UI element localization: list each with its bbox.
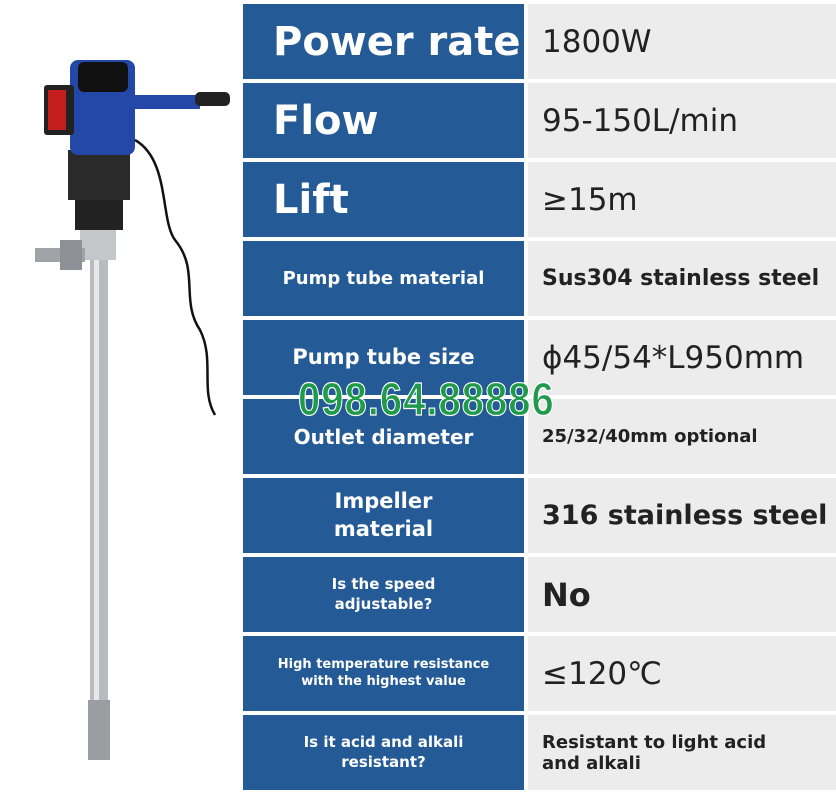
spec-value: ϕ45/54*L950mm <box>528 320 836 395</box>
spec-label: High temperature resistance with the hig… <box>243 636 524 711</box>
spec-value: 25/32/40mm optional <box>528 399 836 474</box>
spec-label: Outlet diameter <box>243 399 524 474</box>
spec-row: Power rate 1800W <box>243 4 836 79</box>
spec-value: Resistant to light acid and alkali <box>528 715 836 790</box>
spec-label: Pump tube material <box>243 241 524 316</box>
spec-row: Is it acid and alkali resistant? Resistan… <box>243 715 836 790</box>
spec-row: Outlet diameter 25/32/40mm optional <box>243 399 836 474</box>
spec-row: Pump tube material Sus304 stainless steel <box>243 241 836 316</box>
spec-value: 95-150L/min <box>528 83 836 158</box>
spec-label: Power rate <box>243 4 524 79</box>
spec-label: Lift <box>243 162 524 237</box>
spec-label: Is it acid and alkali resistant? <box>243 715 524 790</box>
drum-pump-image <box>35 60 230 760</box>
spec-value: 1800W <box>528 4 836 79</box>
spec-row: High temperature resistance with the hig… <box>243 636 836 711</box>
spec-label: Flow <box>243 83 524 158</box>
spec-row: Impeller material 316 stainless steel <box>243 478 836 553</box>
spec-row: Is the speed adjustable? No <box>243 557 836 632</box>
spec-row: Lift ≥15m <box>243 162 836 237</box>
spec-value: 316 stainless steel <box>528 478 836 553</box>
spec-value: Sus304 stainless steel <box>528 241 836 316</box>
phone-watermark: 098.64.88886 <box>298 374 555 426</box>
spec-label: Is the speed adjustable? <box>243 557 524 632</box>
spec-value: ≤120℃ <box>528 636 836 711</box>
spec-row: Flow 95-150L/min <box>243 83 836 158</box>
spec-table: Power rate 1800W Flow 95-150L/min Lift ≥15m… <box>243 4 836 790</box>
spec-label: Pump tube size <box>243 320 524 395</box>
spec-label: Impeller material <box>243 478 524 553</box>
spec-value: ≥15m <box>528 162 836 237</box>
spec-row: Pump tube size ϕ45/54*L950mm <box>243 320 836 395</box>
spec-value: No <box>528 557 836 632</box>
